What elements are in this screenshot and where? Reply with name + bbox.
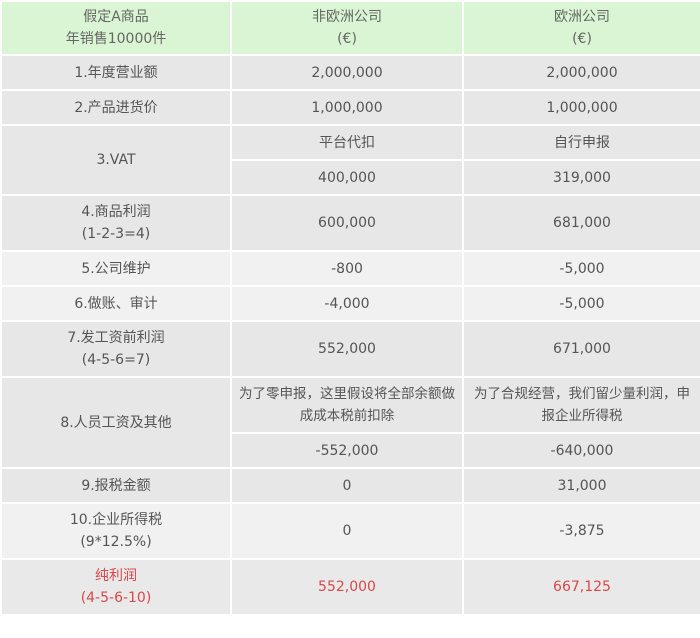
eu-value: -640,000 [462,432,700,469]
label-line: 纯利润 [95,568,137,584]
label-line: 4.商品利润 [81,204,151,220]
eu-value: -3,875 [462,502,700,560]
header-item: 假定A商品年销售10000件 [0,0,232,56]
eu-note: 自行申报 [462,124,700,161]
row-label: 10.企业所得税 (9*12.5%) [0,502,232,560]
non-eu-value: 0 [230,502,464,560]
row-label: 3.VAT [0,124,232,196]
eu-note: 为了合规经营，我们留少量利润，申报企业所得税 [462,376,700,434]
table-row: 7.发工资前利润 (4-5-6=7) 552,000 671,000 [0,320,700,378]
header-line: 年销售10000件 [65,31,167,47]
label-line: 10.企业所得税 [69,512,163,528]
header-non-eu: 非欧洲公司 (€) [230,0,464,56]
row-label: 4.商品利润 (1-2-3=4) [0,194,232,252]
header-line: (€) [572,31,592,47]
table-row: 8.人员工资及其他 为了零申报，这里假设将全部余额做成成本税前扣除 为了合规经营… [0,376,700,469]
eu-value: 2,000,000 [462,54,700,91]
label-line: (9*12.5%) [80,534,152,550]
non-eu-value: -552,000 [230,432,464,469]
eu-value: -5,000 [462,250,700,287]
eu-value: 671,000 [462,320,700,378]
label-line: (4-5-6-10) [80,590,152,606]
total-row: 纯利润 (4-5-6-10) 552,000 667,125 [0,558,700,616]
label-line: (1-2-3=4) [81,226,151,242]
non-eu-value: 1,000,000 [230,89,464,126]
table-row: 4.商品利润 (1-2-3=4) 600,000 681,000 [0,194,700,252]
row-label: 纯利润 (4-5-6-10) [0,558,232,616]
table-row: 9.报税金额 0 31,000 [0,467,700,504]
row-label: 1.年度营业额 [0,54,232,91]
label-line: (4-5-6=7) [81,352,151,368]
header-line: (€) [337,31,357,47]
table-row: -552,000 -640,000 [1,432,700,469]
table-header: 假定A商品年销售10000件 非欧洲公司 (€) 欧洲公司 (€) [0,0,700,56]
comparison-table: 假定A商品年销售10000件 非欧洲公司 (€) 欧洲公司 (€) 1.年度营业额 … [0,0,700,616]
non-eu-value: 552,000 [230,320,464,378]
table-row: 1.年度营业额 2,000,000 2,000,000 [0,54,700,91]
non-eu-value: 0 [230,467,464,504]
non-eu-value: 2,000,000 [230,54,464,91]
eu-value: 667,125 [462,558,700,616]
eu-value: 31,000 [462,467,700,504]
row-label: 9.报税金额 [0,467,232,504]
non-eu-value: 552,000 [230,558,464,616]
row-label: 6.做账、审计 [0,285,232,322]
row-label: 8.人员工资及其他 [0,376,232,469]
label-line: 7.发工资前利润 [67,330,165,346]
non-eu-value: -4,000 [230,285,464,322]
eu-value: 319,000 [462,159,700,196]
table-row: 5.公司维护 -800 -5,000 [0,250,700,287]
header-eu: 欧洲公司 (€) [462,0,700,56]
row-label: 2.产品进货价 [0,89,232,126]
non-eu-value: -800 [230,250,464,287]
row-label: 5.公司维护 [0,250,232,287]
non-eu-note: 为了零申报，这里假设将全部余额做成成本税前扣除 [230,376,464,434]
table-row: 6.做账、审计 -4,000 -5,000 [0,285,700,322]
header-line: 非欧洲公司 [312,9,382,25]
non-eu-note: 平台代扣 [230,124,464,161]
eu-value: 1,000,000 [462,89,700,126]
table-row: 2.产品进货价 1,000,000 1,000,000 [0,89,700,126]
non-eu-value: 400,000 [230,159,464,196]
header-line: 欧洲公司 [554,9,610,25]
table-row: 3.VAT 平台代扣 自行申报 [0,124,700,196]
non-eu-value: 600,000 [230,194,464,252]
eu-value: -5,000 [462,285,700,322]
eu-value: 681,000 [462,194,700,252]
table-row: 10.企业所得税 (9*12.5%) 0 -3,875 [0,502,700,560]
header-line: 假定A商品 [83,9,149,25]
row-label: 7.发工资前利润 (4-5-6=7) [0,320,232,378]
